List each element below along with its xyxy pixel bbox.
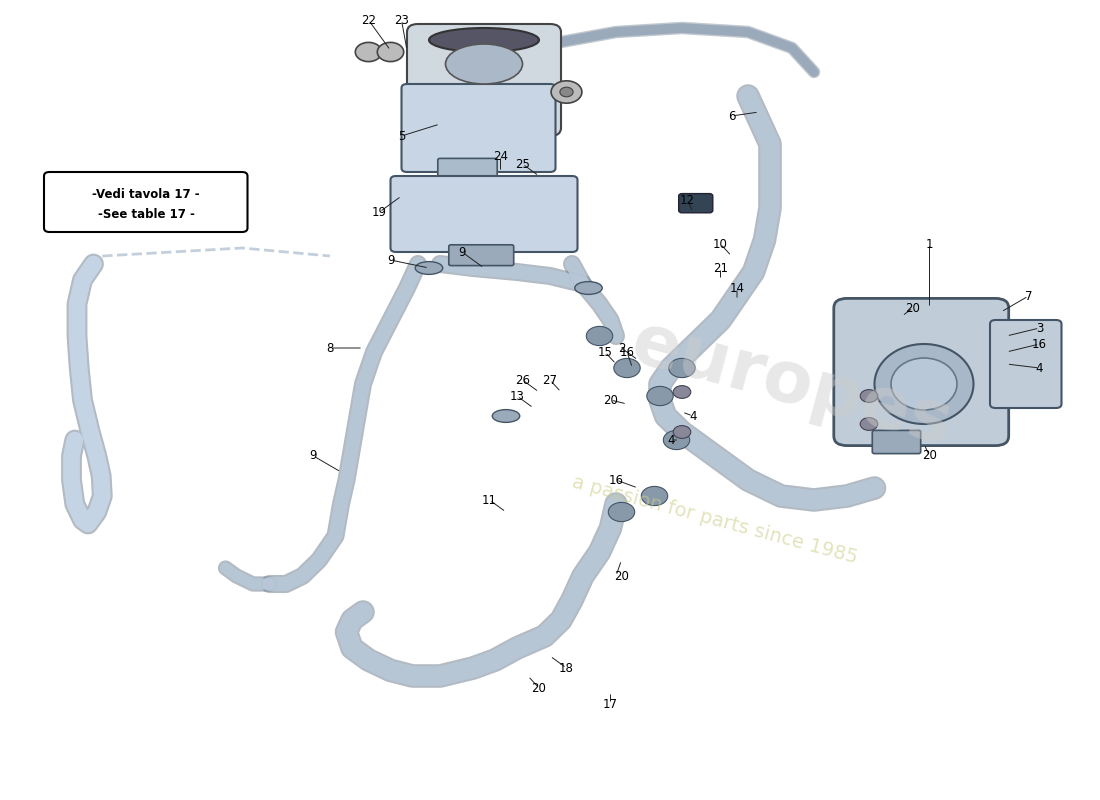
FancyBboxPatch shape bbox=[402, 84, 556, 172]
Circle shape bbox=[560, 87, 573, 97]
Text: 25: 25 bbox=[515, 158, 530, 170]
Text: 22: 22 bbox=[361, 14, 376, 26]
Circle shape bbox=[860, 390, 878, 402]
Text: -See table 17 -: -See table 17 - bbox=[98, 208, 195, 221]
Text: 20: 20 bbox=[922, 450, 937, 462]
Circle shape bbox=[641, 486, 668, 506]
Ellipse shape bbox=[874, 344, 974, 424]
Ellipse shape bbox=[574, 282, 603, 294]
Circle shape bbox=[669, 358, 695, 378]
Circle shape bbox=[355, 42, 382, 62]
Text: 2: 2 bbox=[618, 342, 625, 354]
FancyBboxPatch shape bbox=[990, 320, 1062, 408]
Circle shape bbox=[586, 326, 613, 346]
Text: 21: 21 bbox=[713, 262, 728, 274]
Ellipse shape bbox=[429, 28, 539, 52]
Text: 20: 20 bbox=[603, 394, 618, 406]
Text: 3: 3 bbox=[1036, 322, 1043, 334]
Text: 24: 24 bbox=[493, 150, 508, 162]
Circle shape bbox=[647, 386, 673, 406]
Text: 18: 18 bbox=[559, 662, 574, 674]
Text: 23: 23 bbox=[394, 14, 409, 26]
FancyBboxPatch shape bbox=[390, 176, 578, 252]
Text: 27: 27 bbox=[542, 374, 558, 386]
Text: 6: 6 bbox=[728, 110, 735, 122]
Ellipse shape bbox=[493, 410, 519, 422]
Text: 13: 13 bbox=[509, 390, 525, 402]
Circle shape bbox=[673, 386, 691, 398]
Circle shape bbox=[663, 430, 690, 450]
Text: 26: 26 bbox=[515, 374, 530, 386]
Ellipse shape bbox=[446, 44, 522, 84]
Text: 15: 15 bbox=[597, 346, 613, 358]
Text: 17: 17 bbox=[603, 698, 618, 710]
Circle shape bbox=[673, 426, 691, 438]
Text: 16: 16 bbox=[608, 474, 624, 486]
Ellipse shape bbox=[891, 358, 957, 410]
Text: 8: 8 bbox=[327, 342, 333, 354]
Text: 11: 11 bbox=[482, 494, 497, 506]
FancyBboxPatch shape bbox=[407, 24, 561, 136]
Text: 10: 10 bbox=[713, 238, 728, 250]
Text: 1: 1 bbox=[926, 238, 933, 250]
FancyBboxPatch shape bbox=[679, 194, 713, 213]
FancyBboxPatch shape bbox=[44, 172, 248, 232]
Circle shape bbox=[614, 358, 640, 378]
Circle shape bbox=[377, 42, 404, 62]
Text: 14: 14 bbox=[729, 282, 745, 294]
Text: 4: 4 bbox=[690, 410, 696, 422]
Ellipse shape bbox=[416, 262, 442, 274]
FancyBboxPatch shape bbox=[438, 158, 497, 182]
Circle shape bbox=[551, 81, 582, 103]
Text: 9: 9 bbox=[310, 450, 317, 462]
Text: 20: 20 bbox=[531, 682, 547, 694]
FancyBboxPatch shape bbox=[834, 298, 1009, 446]
Text: a passion for parts since 1985: a passion for parts since 1985 bbox=[570, 473, 860, 567]
Text: -Vedi tavola 17 -: -Vedi tavola 17 - bbox=[92, 188, 200, 201]
Circle shape bbox=[860, 418, 878, 430]
Text: 12: 12 bbox=[680, 194, 695, 206]
FancyBboxPatch shape bbox=[449, 245, 514, 266]
Text: 4: 4 bbox=[668, 434, 674, 446]
Text: 5: 5 bbox=[398, 130, 405, 142]
Text: 20: 20 bbox=[614, 570, 629, 582]
Text: 9: 9 bbox=[387, 254, 394, 266]
Text: 4: 4 bbox=[1036, 362, 1043, 374]
Text: 7: 7 bbox=[1025, 290, 1032, 302]
FancyBboxPatch shape bbox=[872, 430, 921, 454]
Text: 16: 16 bbox=[619, 346, 635, 358]
Text: 16: 16 bbox=[1032, 338, 1047, 350]
Text: europes: europes bbox=[624, 308, 960, 460]
Text: 9: 9 bbox=[459, 246, 465, 258]
Text: 19: 19 bbox=[372, 206, 387, 218]
Circle shape bbox=[608, 502, 635, 522]
Text: 20: 20 bbox=[905, 302, 921, 314]
